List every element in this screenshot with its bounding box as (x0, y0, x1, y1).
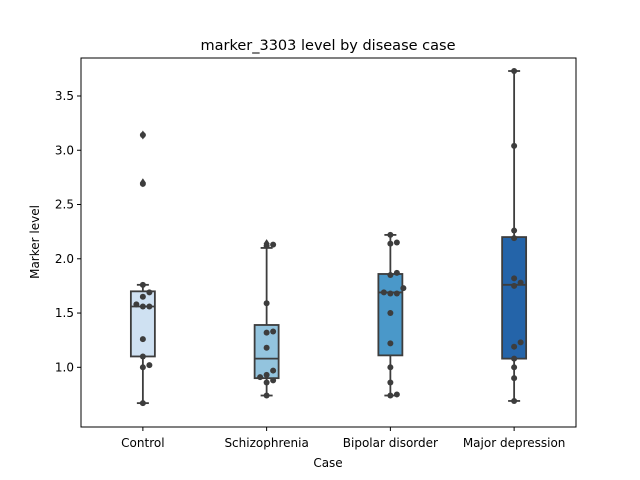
data-point (511, 375, 518, 382)
y-axis: 1.0 1.5 2.0 2.5 3.0 3.5 (55, 89, 81, 374)
x-axis: Control Schizophrenia Bipolar disorder Majo… (121, 427, 565, 450)
data-point (387, 392, 394, 399)
data-point (400, 285, 407, 292)
data-point (139, 336, 146, 343)
data-point (387, 240, 394, 247)
data-point (511, 282, 518, 289)
data-point (393, 290, 400, 297)
data-point (270, 241, 277, 248)
data-point (263, 300, 270, 307)
data-point (511, 68, 518, 75)
data-point (139, 400, 146, 407)
x-tick-label: Control (121, 436, 164, 450)
data-point (270, 367, 277, 374)
data-point (263, 329, 270, 336)
data-point (139, 353, 146, 360)
plot-area (81, 58, 576, 427)
data-point (139, 293, 146, 300)
data-point (511, 397, 518, 404)
y-tick-label: 1.0 (55, 360, 74, 374)
data-point (139, 364, 146, 371)
data-point (263, 392, 270, 399)
data-point (511, 364, 518, 371)
box-iqr (501, 236, 528, 360)
data-point (139, 132, 146, 139)
x-tick-label: Major depression (463, 436, 566, 450)
plot-frame (80, 57, 577, 428)
data-point (387, 364, 394, 371)
data-point (139, 303, 146, 310)
data-point (263, 242, 270, 249)
data-point (387, 231, 394, 238)
data-point (387, 272, 394, 279)
y-tick-label: 2.0 (55, 252, 74, 266)
data-point (146, 289, 153, 296)
data-point (387, 290, 394, 297)
data-point (380, 289, 387, 296)
x-tick-label: Schizophrenia (224, 436, 308, 450)
data-point (517, 339, 524, 346)
data-point (511, 235, 518, 242)
data-point (139, 281, 146, 288)
data-point (270, 377, 277, 384)
y-tick-label: 3.5 (55, 89, 74, 103)
y-tick-label: 2.5 (55, 198, 74, 212)
data-point (257, 374, 264, 381)
data-point (139, 180, 146, 187)
box-iqr (129, 290, 156, 358)
y-tick-label: 3.0 (55, 143, 74, 157)
data-point (393, 391, 400, 398)
data-point (393, 269, 400, 276)
data-point (146, 362, 153, 369)
data-point (387, 379, 394, 386)
y-tick-label: 1.5 (55, 306, 74, 320)
data-point (263, 379, 270, 386)
data-point (133, 301, 140, 308)
x-axis-label: Case (313, 456, 342, 470)
x-tick-label: Bipolar disorder (343, 436, 438, 450)
data-point (511, 275, 518, 282)
data-point (263, 344, 270, 351)
data-point (511, 227, 518, 234)
data-point (387, 310, 394, 317)
data-point (393, 239, 400, 246)
data-point (517, 279, 524, 286)
data-point (270, 328, 277, 335)
data-point (146, 303, 153, 310)
data-point (511, 355, 518, 362)
chart-title: marker_3303 level by disease case (201, 38, 456, 54)
data-point (511, 343, 518, 350)
data-point (511, 142, 518, 149)
y-axis-label: Marker level (28, 205, 42, 279)
data-point (387, 340, 394, 347)
data-point (263, 371, 270, 378)
swarm-points (133, 68, 524, 407)
